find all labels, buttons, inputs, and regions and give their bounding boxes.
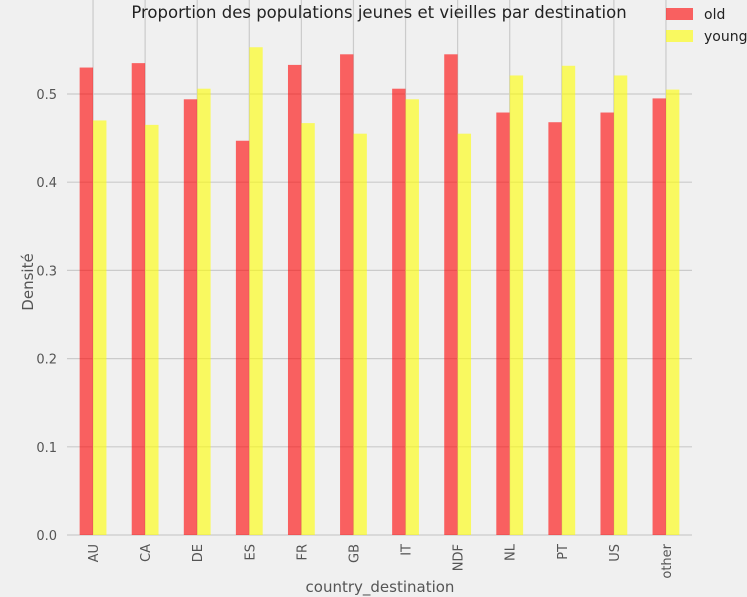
bar-young-NDF bbox=[457, 133, 472, 535]
y-tick-label-1: 0.1 bbox=[36, 441, 57, 456]
x-tick-label-IT: IT bbox=[400, 544, 415, 556]
bar-young-NL bbox=[509, 75, 524, 535]
x-tick-label-NL: NL bbox=[504, 543, 519, 561]
y-tick-labels: 0.0 0.1 0.2 0.3 0.4 0.5 bbox=[36, 88, 57, 544]
bar-young-AU bbox=[93, 120, 107, 536]
bar-young-CA bbox=[145, 124, 159, 536]
bar-young-other bbox=[665, 89, 680, 535]
bar-old-IT bbox=[392, 88, 406, 535]
x-tick-labels: AU CA DE ES FR GB IT NDF NL PT US other bbox=[87, 543, 675, 578]
x-tick-label-GB: GB bbox=[347, 544, 362, 563]
x-tick-label-NDF: NDF bbox=[452, 544, 467, 571]
legend-label-old: old bbox=[704, 7, 725, 23]
x-axis-label: country_destination bbox=[306, 578, 455, 597]
y-tick-label-5: 0.5 bbox=[36, 88, 57, 103]
bar-old-AU bbox=[79, 67, 94, 535]
y-tick-label-3: 0.3 bbox=[36, 264, 57, 279]
grid-lines bbox=[67, 0, 692, 536]
bar-young-GB bbox=[353, 133, 367, 535]
bar-old-GB bbox=[340, 54, 354, 536]
bar-old-NDF bbox=[444, 54, 458, 536]
bar-young-FR bbox=[301, 123, 315, 535]
chart-title: Proportion des populations jeunes et vie… bbox=[131, 3, 626, 22]
x-tick-label-CA: CA bbox=[139, 544, 154, 562]
legend-swatch-old bbox=[666, 8, 693, 20]
x-tick-label-PT: PT bbox=[556, 544, 571, 560]
bar-young-PT bbox=[561, 65, 576, 535]
x-tick-label-FR: FR bbox=[295, 544, 310, 561]
bar-young-US bbox=[613, 75, 628, 535]
bar-old-PT bbox=[548, 122, 562, 535]
legend: old young bbox=[666, 7, 747, 45]
bar-young-IT bbox=[405, 99, 419, 536]
legend-label-young: young bbox=[704, 29, 747, 45]
bar-young-DE bbox=[197, 88, 211, 535]
x-tick-label-other: other bbox=[660, 543, 675, 578]
bar-old-other bbox=[652, 98, 666, 535]
bar-old-US bbox=[600, 112, 614, 535]
y-tick-label-2: 0.2 bbox=[36, 353, 57, 368]
x-tick-label-DE: DE bbox=[191, 544, 206, 562]
bar-old-FR bbox=[287, 64, 302, 536]
bars bbox=[79, 47, 680, 536]
x-tick-label-AU: AU bbox=[87, 544, 102, 562]
y-tick-label-4: 0.4 bbox=[36, 176, 57, 191]
x-tick-label-US: US bbox=[608, 544, 623, 562]
bar-young-ES bbox=[249, 47, 263, 536]
x-tick-label-ES: ES bbox=[243, 544, 258, 560]
bar-old-NL bbox=[496, 112, 510, 535]
bar-old-DE bbox=[183, 99, 198, 536]
y-axis-label: Densité bbox=[19, 253, 37, 310]
bar-old-CA bbox=[131, 63, 146, 535]
bar-old-ES bbox=[235, 140, 250, 535]
y-tick-label-0: 0.0 bbox=[36, 529, 57, 544]
legend-swatch-young bbox=[666, 30, 693, 42]
